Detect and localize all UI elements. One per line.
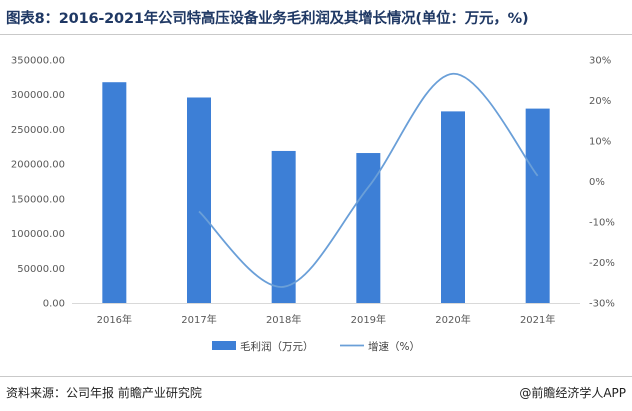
bar-2021年 [525, 108, 550, 303]
chart-title: 图表8：2016-2021年公司特高压设备业务毛利润及其增长情况(单位：万元，%… [6, 11, 529, 27]
x-tick-label: 2019年 [351, 313, 386, 326]
left-tick-label: 350000.00 [11, 56, 65, 67]
right-tick-label: 20% [589, 96, 611, 107]
left-tick-label: 250000.00 [11, 125, 65, 136]
source-divider [0, 376, 632, 377]
right-tick-label: 10% [589, 137, 611, 148]
x-tick-label: 2020年 [435, 313, 470, 326]
source-note: 资料来源：公司年报 前瞻产业研究院 [6, 386, 202, 400]
right-tick-label: 30% [589, 56, 611, 67]
x-tick-label: 2018年 [266, 313, 301, 326]
right-tick-label: -10% [589, 218, 615, 229]
title-divider [0, 34, 632, 35]
x-axis-ticks: 2016年 2017年 2018年 2019年 2020年 2021年 [97, 313, 556, 326]
growth-line [198, 72, 539, 288]
bar-2017年 [187, 97, 211, 304]
legend-bar-label: 毛利润（万元） [240, 340, 314, 353]
left-tick-label: 150000.00 [11, 194, 65, 205]
bar-2020年 [441, 111, 465, 304]
legend: 毛利润（万元） 增速（%） [212, 340, 420, 353]
right-tick-label: 0% [589, 177, 605, 188]
right-tick-label: -30% [589, 299, 615, 310]
right-axis-ticks: -30% -20% -10% 0% 10% 20% 30% [589, 56, 615, 310]
left-tick-label: 100000.00 [11, 229, 65, 240]
left-tick-label: 300000.00 [11, 90, 65, 101]
left-axis-ticks: 0.00 50000.00 100000.00 150000.00 200000.00 2… [11, 56, 65, 310]
left-tick-label: 0.00 [43, 299, 65, 310]
left-tick-label: 200000.00 [11, 160, 65, 171]
bar-2016年 [102, 82, 127, 304]
bar-2019年 [356, 153, 381, 303]
x-tick-label: 2017年 [181, 313, 216, 326]
legend-line-label: 增速（%） [368, 340, 420, 353]
credit-note: @前瞻经济学人APP [519, 386, 626, 400]
x-tick-label: 2016年 [97, 313, 132, 326]
left-tick-label: 50000.00 [17, 264, 65, 275]
bar-series [102, 82, 550, 304]
legend-bar-swatch [212, 341, 236, 350]
right-tick-label: -20% [589, 258, 615, 269]
x-tick-label: 2021年 [520, 313, 555, 326]
bar-2018年 [271, 150, 296, 303]
chart-area: 0.00 50000.00 100000.00 150000.00 200000.00 2… [11, 56, 615, 354]
